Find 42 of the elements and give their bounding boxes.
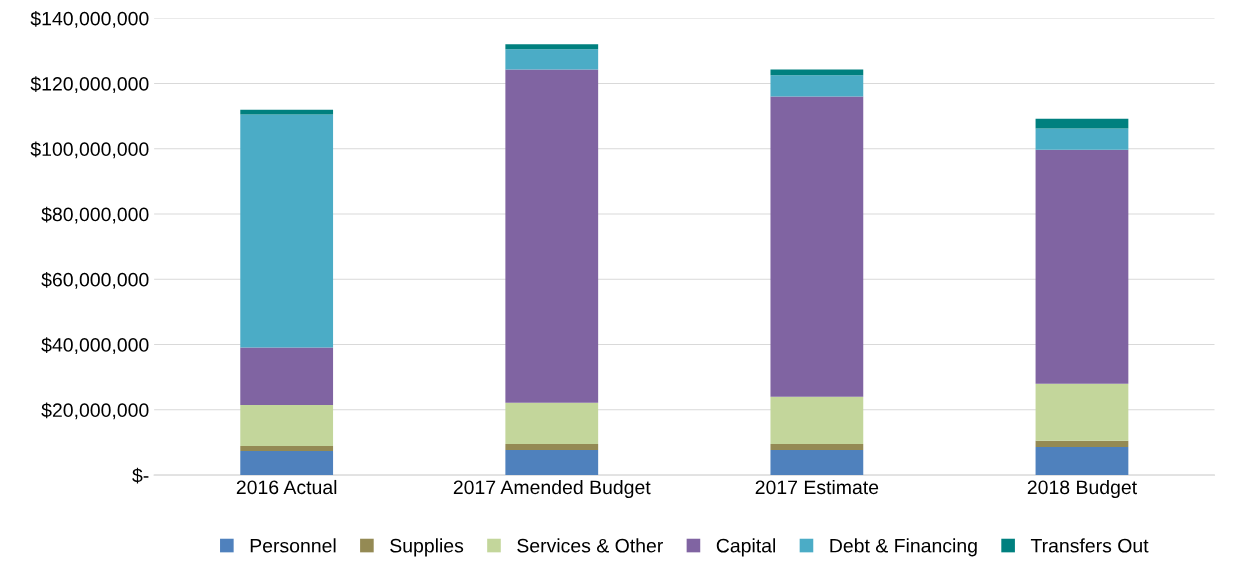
y-tick-label: $20,000,000: [41, 402, 149, 420]
bar: [240, 404, 334, 447]
legend-label: Transfers Out: [1030, 538, 1149, 553]
bar: [770, 75, 864, 97]
bar: [1035, 118, 1129, 129]
bar: [770, 449, 864, 476]
x-tick-label: 2017 Estimate: [755, 479, 879, 495]
bar: [770, 96, 864, 397]
bar: [770, 396, 864, 445]
x-tick-label: 2016 Actual: [236, 479, 337, 495]
y-tick-label: $120,000,000: [30, 76, 149, 94]
bar: [505, 69, 599, 403]
bar: [505, 449, 599, 476]
bar: [1035, 383, 1129, 441]
bar: [240, 114, 334, 348]
bar: [240, 347, 334, 405]
bar: [240, 109, 334, 115]
bar: [505, 444, 599, 450]
bar: [505, 402, 599, 445]
y-tick-label: $60,000,000: [41, 271, 149, 289]
legend-label: Capital: [716, 538, 776, 557]
legend-label: Debt & Financing: [830, 538, 977, 557]
bar: [1035, 447, 1129, 476]
bar: [1035, 440, 1129, 448]
y-tick-label: $80,000,000: [41, 206, 149, 224]
x-tick-label: 2018 Budget: [1027, 479, 1137, 499]
bar: [1035, 128, 1129, 150]
x-tick-label: 2017 Amended Budget: [453, 479, 651, 499]
bar: [240, 450, 334, 476]
bar: [770, 444, 864, 450]
bar: [240, 446, 334, 451]
y-tick-label: $40,000,000: [41, 337, 149, 355]
legend-label: Personnel: [250, 538, 336, 553]
legend-label: Supplies: [390, 538, 464, 557]
bar: [505, 49, 599, 70]
legend-label: Services & Other: [517, 538, 663, 553]
y-tick-label: $-: [132, 467, 149, 484]
bar: [1035, 149, 1129, 384]
y-tick-label: $100,000,000: [30, 141, 149, 159]
bar: [770, 69, 864, 76]
bar: [505, 44, 599, 50]
y-tick-label: $140,000,000: [30, 10, 149, 28]
